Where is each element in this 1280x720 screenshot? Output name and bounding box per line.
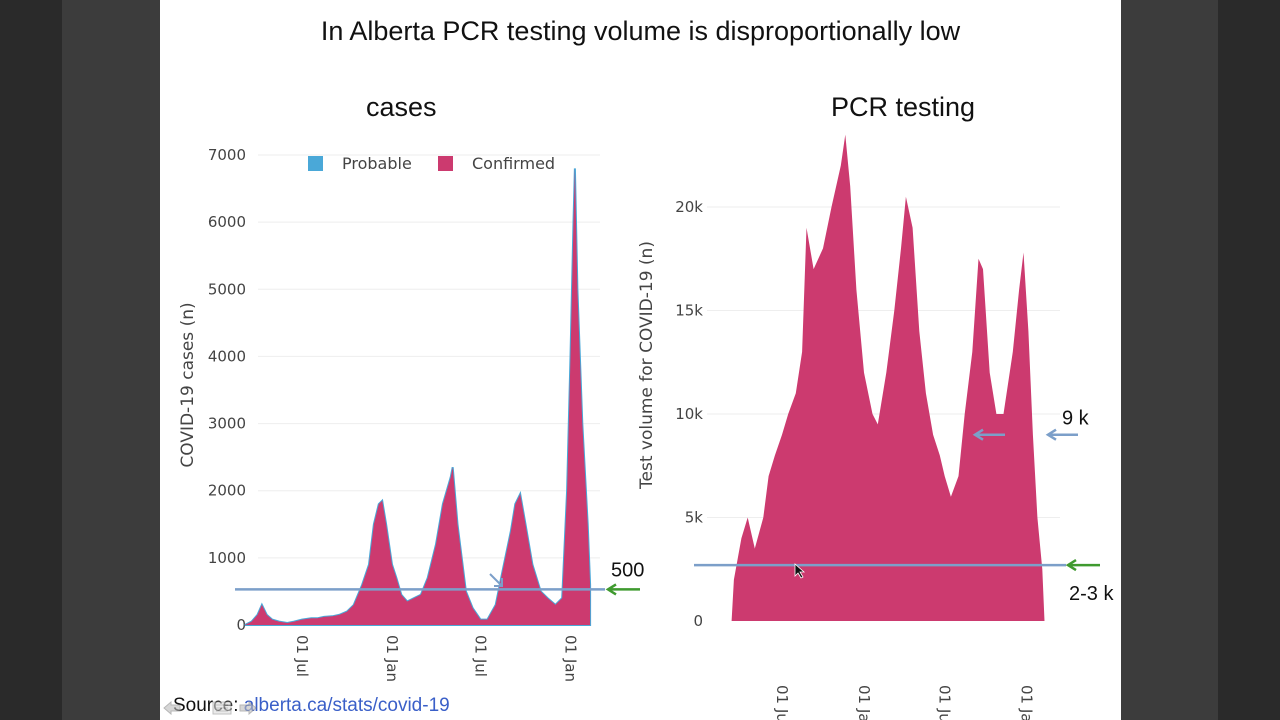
menu-icon[interactable] [212,701,232,715]
x-tick-label: 01 Jul [936,685,954,720]
y-tick-label: 2000 [208,482,246,500]
y-tick-label: 3000 [208,415,246,433]
blue-arrow-icon [1045,428,1078,441]
y-tick-label: 20k [675,198,703,216]
pcr-tests-area [715,134,1045,621]
y-tick-label: 5000 [208,280,246,298]
legend-label-probable: Probable [342,154,412,173]
y-tick-label: 4000 [208,347,246,365]
x-tick-label: 01 Jul [293,635,311,677]
green-arrow-icon [1065,559,1100,572]
y-tick-label: 1000 [208,549,246,567]
y-tick-label: 6000 [208,213,246,231]
y-axis-label: Test volume for COVID-19 (n) [637,241,657,490]
y-tick-label: 10k [675,405,703,423]
prev-slide-icon[interactable] [162,701,182,715]
next-slide-icon[interactable] [238,701,258,715]
x-tick-label: 01 Jul [773,685,791,720]
probable-series-outline [244,168,592,626]
y-axis-label: COVID-19 cases (n) [178,302,198,467]
pcr-chart-title: PCR testing [831,92,976,122]
y-tick-label: 15k [675,302,703,320]
y-tick-label: 0 [236,616,246,634]
legend-swatch-probable [308,156,323,171]
level-label: 9 k [1062,408,1090,430]
legend-swatch-confirmed [438,156,453,171]
threshold-label: 500 [611,559,644,581]
presenter-background-right [1121,0,1218,720]
presenter-background-left [62,0,160,720]
y-tick-label: 5k [685,509,704,527]
mouse-cursor-icon [794,563,806,579]
source-link[interactable]: alberta.ca/stats/covid-19 [243,695,450,716]
confirmed-cases-area [244,168,591,625]
y-tick-label: 0 [693,612,703,630]
x-tick-label: 01 Jan [1018,685,1036,720]
y-tick-label: 7000 [208,146,246,164]
x-tick-label: 01 Jul [472,635,490,677]
green-arrow-icon [605,583,640,596]
threshold-label: 2-3 k [1069,583,1114,605]
source-footer: Source: alberta.ca/stats/covid-19 [173,695,450,717]
legend-label-confirmed: Confirmed [472,154,555,173]
slide-title: In Alberta PCR testing volume is disprop… [320,16,961,46]
blue-arrow-icon [489,573,503,587]
x-tick-label: 01 Jan [383,635,401,682]
x-tick-label: 01 Jan [855,685,873,720]
x-tick-label: 01 Jan [562,635,580,682]
blue-arrow-icon [972,428,1005,441]
cases-chart-title: cases [366,92,437,122]
